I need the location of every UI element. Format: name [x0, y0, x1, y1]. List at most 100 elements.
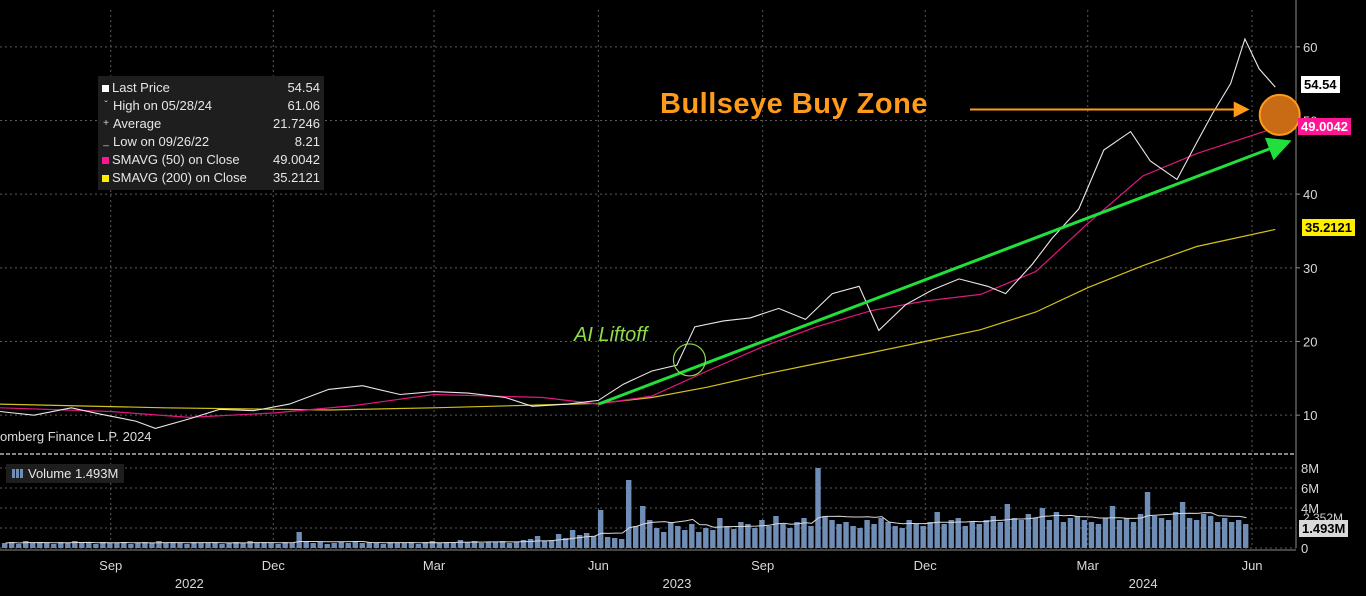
volume-bar: [794, 522, 800, 548]
volume-bar: [1109, 506, 1116, 548]
volume-bar: [247, 541, 253, 548]
price-y-axis: 102030405060: [1296, 40, 1317, 423]
volume-bar: [163, 543, 169, 548]
chart-legend: Last Price 54.54 ˇ High on 05/28/24 61.06…: [98, 76, 324, 190]
volume-bar: [457, 540, 464, 548]
legend-row-high: ˇ High on 05/28/24 61.06: [102, 97, 320, 115]
volume-bar: [1207, 516, 1214, 548]
legend-row-last-price: Last Price 54.54: [102, 79, 320, 97]
volume-bar: [506, 543, 513, 548]
volume-bar: [240, 543, 246, 548]
volume-bar: [310, 543, 316, 548]
volume-bar: [541, 541, 548, 548]
volume-bar: [1053, 512, 1060, 548]
sma200-tag: 35.2121: [1302, 219, 1355, 236]
volume-bar: [1214, 522, 1221, 548]
volume-bar: [233, 542, 239, 548]
volume-bar: [773, 516, 779, 548]
x-month-label: Dec: [262, 558, 286, 573]
legend-label: Last Price: [112, 80, 170, 95]
volume-bar: [668, 522, 674, 548]
bullseye-annotation: Bullseye Buy Zone: [660, 88, 928, 120]
volume-bar: [520, 540, 527, 548]
volume-bar: [562, 538, 569, 548]
volume-bar: [422, 542, 429, 548]
volume-bar: [576, 535, 583, 548]
volume-bar: [198, 543, 204, 548]
volume-bar: [471, 541, 478, 548]
volume-bar: [611, 538, 618, 548]
volume-bar: [226, 543, 232, 548]
volume-bar: [1228, 522, 1235, 548]
volume-bar: [177, 543, 183, 548]
volume-bar: [1011, 518, 1018, 548]
volume-bar: [1046, 520, 1053, 548]
volume-bars-icon: [12, 469, 24, 478]
volume-bar: [30, 543, 36, 548]
volume-bar: [569, 530, 576, 548]
volume-legend-label: Volume 1.493M: [28, 466, 119, 481]
volume-tick-label: 6M: [1301, 481, 1319, 496]
volume-bar: [822, 516, 828, 548]
volume-bar: [941, 524, 947, 548]
last-price-tag: 54.54: [1301, 76, 1340, 93]
x-year-label: 2022: [175, 576, 204, 591]
volume-bar: [380, 544, 387, 548]
legend-label: Average: [113, 116, 162, 131]
volume-bar: [65, 543, 71, 548]
volume-bar: [604, 537, 611, 548]
volume-bar: [1025, 514, 1032, 548]
volume-bar: [640, 506, 646, 548]
volume-bar: [303, 542, 309, 548]
price-tick-label: 20: [1303, 335, 1317, 350]
volume-legend: Volume 1.493M: [6, 464, 125, 483]
volume-bar: [534, 536, 541, 548]
sma50-tag: 49.0042: [1298, 118, 1351, 135]
volume-bar: [261, 542, 267, 548]
volume-bar: [597, 510, 604, 548]
volume-bar: [1242, 524, 1249, 548]
volume-bar: [184, 544, 190, 548]
volume-bar: [1235, 520, 1242, 548]
volume-bar: [618, 539, 625, 548]
volume-bar: [401, 543, 408, 548]
x-month-label: Mar: [1077, 558, 1100, 573]
legend-label: SMAVG (200) on Close: [112, 170, 247, 185]
volume-bar: [499, 541, 506, 548]
volume-bar: [759, 520, 765, 548]
volume-bar: [359, 543, 365, 548]
volume-bar: [710, 530, 716, 548]
volume-bar: [1200, 514, 1207, 548]
volume-bar: [478, 543, 485, 548]
volume-bar: [296, 532, 302, 548]
volume-bar: [1039, 508, 1046, 548]
volume-bar: [899, 528, 905, 548]
volume-bar: [58, 542, 64, 548]
liftoff-circle: [672, 343, 707, 377]
volume-bar: [801, 518, 807, 548]
legend-value: 35.2121: [273, 170, 320, 185]
volume-bar: [464, 542, 471, 548]
volume-bar: [1193, 520, 1200, 548]
volume-bar: [212, 542, 218, 548]
volume-bar: [51, 544, 57, 548]
volume-bar: [1102, 518, 1109, 548]
volume-bar: [997, 522, 1004, 548]
volume-bar: [990, 516, 996, 548]
volume-bar: [920, 526, 926, 548]
volume-bar: [79, 542, 85, 548]
volume-bar: [1130, 522, 1137, 548]
volume-moving-average-line: [5, 512, 1247, 544]
volume-bar: [878, 518, 884, 548]
volume-bar: [205, 543, 211, 548]
volume-tick-label: 8M: [1301, 461, 1319, 476]
average-marker-icon: +: [103, 118, 109, 129]
volume-bar: [864, 520, 870, 548]
x-month-label: Sep: [99, 558, 122, 573]
volume-bar: [1221, 518, 1228, 548]
volume-bar: [2, 543, 8, 548]
bullseye-circle: [1258, 93, 1301, 136]
volume-bar: [780, 524, 786, 548]
volume-bar: [275, 544, 281, 548]
volume-bar: [72, 541, 78, 548]
